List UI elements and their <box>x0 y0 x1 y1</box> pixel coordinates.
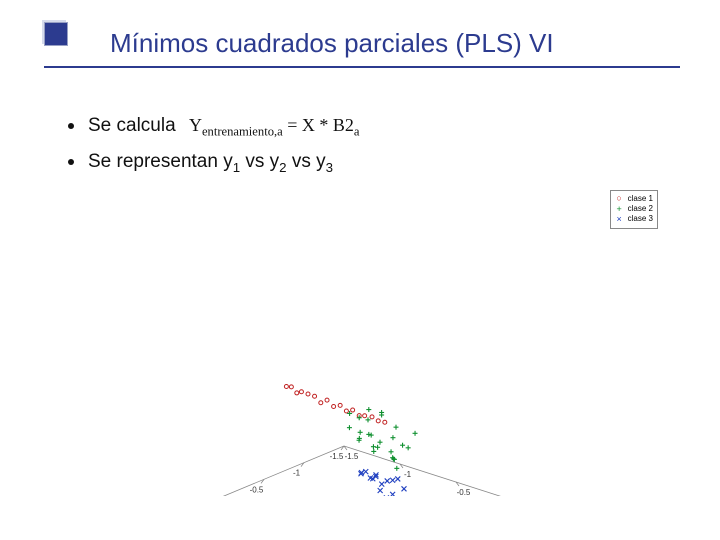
legend-symbol-cross-icon: × <box>615 215 624 224</box>
bullet-2-text: Se representan y1 vs y2 vs y3 <box>88 149 333 177</box>
formula-rhs-sub: a <box>354 125 360 139</box>
bullet-1: Se calcula Yentrenamiento,a = X * B2a <box>68 113 660 141</box>
legend-label-1: clase 1 <box>628 194 653 204</box>
legend-item-1: ○ clase 1 <box>615 194 653 204</box>
bullet-2: Se representan y1 vs y2 vs y3 <box>68 149 660 177</box>
svg-text:-0.5: -0.5 <box>250 485 264 494</box>
slide-body: Se calcula Yentrenamiento,a = X * B2a Se… <box>0 67 720 496</box>
title-underline <box>44 66 680 68</box>
slide-title: Mínimos cuadrados parciales (PLS) VI <box>110 28 720 59</box>
svg-text:-1: -1 <box>404 470 412 479</box>
formula-rhs: = X * B2 <box>283 115 354 135</box>
svg-text:-0.5: -0.5 <box>457 488 471 496</box>
legend-symbol-plus-icon: + <box>615 205 624 214</box>
b2-mid2: vs y <box>287 151 326 172</box>
slide-header: Mínimos cuadrados parciales (PLS) VI <box>0 0 720 67</box>
formula-sub: entrenamiento,a <box>202 125 283 139</box>
bullet-1-formula: Yentrenamiento,a = X * B2a <box>189 115 360 135</box>
axes-group: -1.5-1-0.500.51t₁-1.5-1-0.500.511.5t₂-1.… <box>134 292 594 496</box>
scatter-3d-svg: -1.5-1-0.500.51t₁-1.5-1-0.500.511.5t₂-1.… <box>134 196 594 496</box>
svg-text:-1.5: -1.5 <box>345 452 359 461</box>
legend-symbol-circle-icon: ○ <box>615 194 624 203</box>
b2-s3: 3 <box>326 160 333 175</box>
bullet-dot-icon <box>68 123 74 129</box>
svg-text:-1.5: -1.5 <box>330 452 344 461</box>
b2-prefix: Se representan y <box>88 151 233 172</box>
legend-label-2: clase 2 <box>628 204 653 214</box>
b2-mid1: vs y <box>240 151 279 172</box>
chart-legend: ○ clase 1 + clase 2 × clase 3 <box>610 190 658 229</box>
legend-item-2: + clase 2 <box>615 204 653 214</box>
points-group <box>284 384 417 495</box>
bullet-1-text: Se calcula Yentrenamiento,a = X * B2a <box>88 113 359 141</box>
bullet-dot-icon <box>68 159 74 165</box>
b2-s1: 1 <box>233 160 240 175</box>
legend-label-3: clase 3 <box>628 214 653 224</box>
bullet-1-prefix: Se calcula <box>88 115 176 136</box>
formula-lhs: Y <box>189 115 202 135</box>
b2-s2: 2 <box>279 160 286 175</box>
scatter-3d-figure: ○ clase 1 + clase 2 × clase 3 -1.5-1-0.5… <box>134 196 594 496</box>
svg-text:-1: -1 <box>293 468 301 477</box>
legend-item-3: × clase 3 <box>615 214 653 224</box>
header-accent-square <box>44 22 68 46</box>
